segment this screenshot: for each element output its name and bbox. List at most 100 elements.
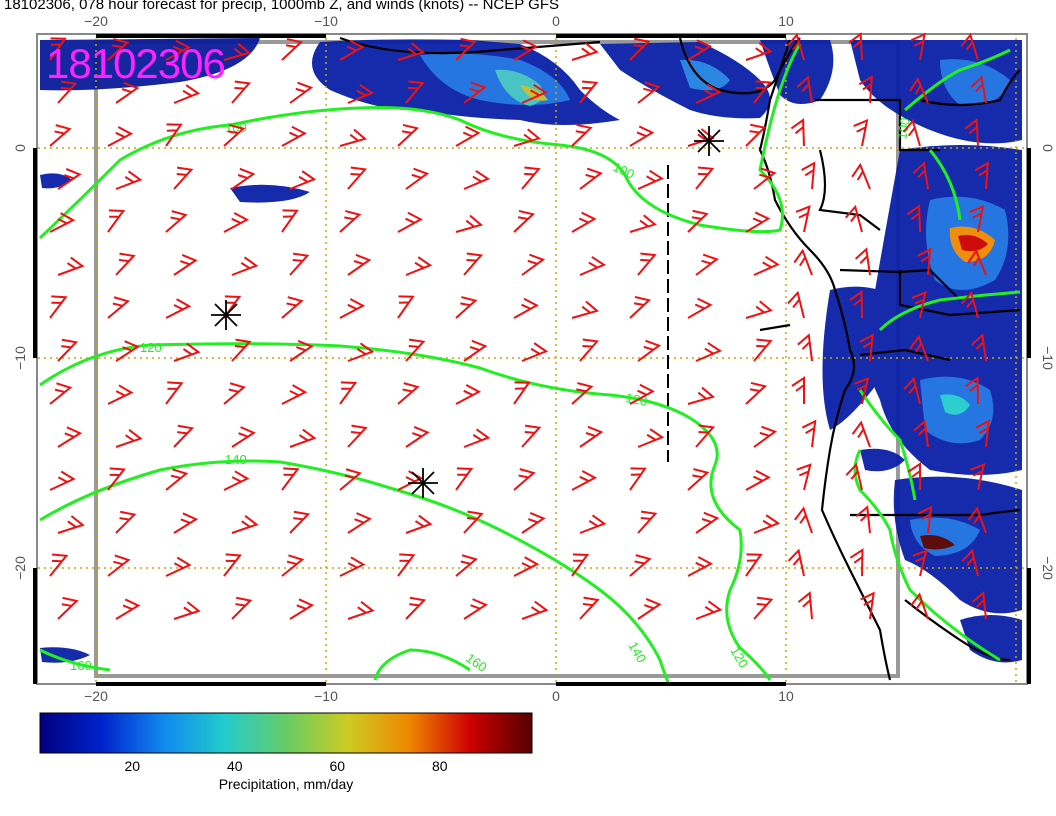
wind-barb-icon (347, 253, 372, 276)
wind-barb-icon (281, 554, 305, 577)
wind-barb-icon (637, 169, 664, 190)
wind-barb-icon (463, 170, 491, 190)
wind-barb-icon (463, 339, 488, 362)
wind-barb-icon (637, 428, 665, 448)
wind-barb-icon (909, 592, 929, 620)
wind-barb-icon (405, 426, 430, 448)
wind-barb-icon (745, 381, 768, 405)
wind-barb-icon (521, 424, 542, 448)
wind-barb-icon (281, 467, 300, 491)
wind-barb-icon (107, 209, 126, 233)
wind-barb-icon (909, 334, 929, 362)
axis-tick-label: −10 (1040, 346, 1056, 370)
wind-barb-icon (906, 204, 921, 233)
wind-barb-icon (107, 554, 131, 577)
wind-barb-icon (960, 33, 979, 61)
wind-barb-icon (223, 382, 246, 405)
wind-barb-icon (969, 204, 985, 233)
wind-barb-icon (223, 470, 250, 491)
wind-barb-icon (849, 548, 864, 577)
wind-barb-icon (629, 383, 655, 405)
wind-barb-icon (851, 162, 871, 190)
wind-barb-icon (745, 123, 767, 147)
axis-tick-label: 0 (1040, 144, 1056, 152)
axis-tick-label: −10 (314, 688, 338, 704)
axis-tick-label: −20 (84, 688, 108, 704)
wind-barb-icon (405, 338, 426, 362)
wind-barb-icon (173, 254, 198, 276)
wind-barb-icon (513, 556, 540, 577)
wind-barb-icon (57, 596, 79, 620)
wind-barb-icon (57, 256, 85, 276)
wind-barb-icon (909, 76, 929, 104)
wind-barb-icon (513, 39, 539, 61)
wind-barb-icon (629, 125, 655, 147)
wind-barb-icon (281, 209, 299, 233)
wind-barb-icon (791, 376, 805, 404)
wind-barb-icon (851, 420, 871, 448)
contour-label: 160 (70, 658, 92, 673)
wind-barb-icon (173, 601, 201, 620)
wind-barb-field (49, 32, 990, 620)
wind-barb-icon (753, 255, 780, 276)
height-contours (38, 43, 1021, 683)
wind-barb-icon (753, 167, 777, 190)
wind-barb-icon (787, 290, 805, 319)
wind-barb-icon (49, 382, 73, 405)
wind-barb-icon (967, 506, 987, 534)
wind-barb-icon (57, 515, 85, 534)
wind-barb-icon (695, 424, 716, 448)
wind-barb-icon (795, 204, 811, 233)
wind-barb-icon (521, 342, 549, 362)
wind-barb-icon (347, 512, 372, 534)
wind-barb-icon (629, 554, 652, 577)
wind-barb-icon (165, 39, 191, 61)
wind-barb-icon (231, 426, 256, 448)
wind-barb-icon (695, 342, 723, 362)
wind-barb-icon (455, 384, 482, 405)
wind-barb-icon (115, 340, 140, 362)
wind-barb-icon (637, 510, 658, 534)
wind-barb-icon (405, 514, 433, 534)
wind-barb-icon (223, 42, 252, 61)
wind-barb-icon (397, 553, 416, 577)
wind-barb-icon (629, 295, 652, 319)
wind-barb-icon (790, 118, 805, 147)
wind-barb-icon (347, 84, 375, 104)
axis-tick-label: −10 (314, 13, 338, 29)
wind-barb-icon (974, 161, 989, 190)
wind-barb-icon (964, 118, 979, 147)
wind-barb-icon (970, 75, 987, 104)
wind-barb-icon (223, 553, 242, 577)
wind-barb-icon (637, 252, 657, 276)
wind-barb-icon (695, 600, 723, 620)
wind-barb-icon (521, 253, 546, 276)
wind-barb-icon (49, 37, 67, 61)
wind-barb-icon (463, 598, 488, 620)
wind-barb-icon (971, 591, 987, 620)
wind-barb-icon (281, 37, 304, 61)
wind-barb-icon (405, 80, 425, 104)
wind-barb-icon (960, 290, 979, 319)
wind-barb-icon (405, 256, 433, 276)
wind-barb-icon (231, 514, 259, 534)
wind-barb-icon (397, 123, 420, 147)
wind-barb-icon (463, 510, 484, 534)
wind-barb-icon (917, 247, 932, 276)
wind-barb-icon (281, 384, 308, 405)
wind-barb-icon (970, 333, 987, 362)
wind-barb-icon (347, 600, 375, 620)
wind-barb-icon (231, 256, 259, 276)
wind-barb-icon (571, 300, 600, 319)
wind-barb-icon (347, 166, 368, 190)
wind-barb-icon (903, 376, 921, 405)
wind-barb-icon (912, 161, 929, 190)
wind-barb-icon (917, 505, 933, 534)
wind-barb-icon (165, 210, 188, 233)
wind-barb-icon (854, 247, 871, 276)
wind-barb-icon (339, 298, 366, 319)
date-stamp: 18102306 (46, 40, 226, 87)
wind-barb-icon (339, 210, 362, 233)
wind-barb-icon (173, 424, 195, 448)
